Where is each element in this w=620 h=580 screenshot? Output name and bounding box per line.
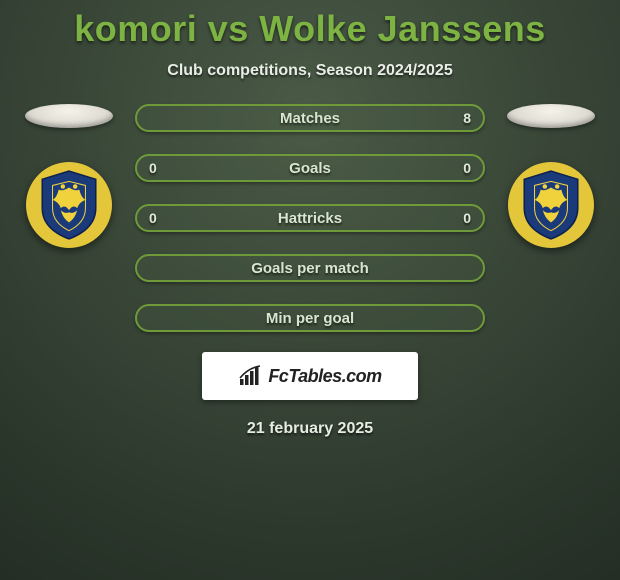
club-badge-left — [26, 162, 112, 248]
stat-value-left: 0 — [149, 160, 157, 176]
stat-value-right: 8 — [463, 110, 471, 126]
stat-value-left: 0 — [149, 210, 157, 226]
stat-row-goals: 0 Goals 0 — [135, 154, 485, 182]
logo-text: FcTables.com — [268, 366, 381, 387]
date-text: 21 february 2025 — [0, 420, 620, 438]
stat-label: Goals — [289, 160, 331, 177]
stat-row-min-per-goal: Min per goal — [135, 304, 485, 332]
stat-row-goals-per-match: Goals per match — [135, 254, 485, 282]
bar-chart-icon — [238, 365, 264, 387]
page-title: komori vs Wolke Janssens — [0, 0, 620, 50]
stat-value-right: 0 — [463, 160, 471, 176]
stat-value-right: 0 — [463, 210, 471, 226]
shield-eagle-icon — [38, 169, 100, 241]
player-head-right-icon — [507, 104, 595, 128]
stat-label: Min per goal — [266, 310, 354, 327]
right-player-column — [501, 104, 601, 248]
page-subtitle: Club competitions, Season 2024/2025 — [0, 62, 620, 80]
stat-row-matches: Matches 8 — [135, 104, 485, 132]
left-player-column — [19, 104, 119, 248]
stat-label: Matches — [280, 110, 340, 127]
main-row: Matches 8 0 Goals 0 0 Hattricks 0 Goals … — [0, 104, 620, 332]
stat-label: Goals per match — [251, 260, 369, 277]
player-head-left-icon — [25, 104, 113, 128]
stat-label: Hattricks — [278, 210, 342, 227]
stats-column: Matches 8 0 Goals 0 0 Hattricks 0 Goals … — [135, 104, 485, 332]
content-wrapper: komori vs Wolke Janssens Club competitio… — [0, 0, 620, 438]
stat-row-hattricks: 0 Hattricks 0 — [135, 204, 485, 232]
shield-eagle-icon — [520, 169, 582, 241]
fctables-logo[interactable]: FcTables.com — [202, 352, 418, 400]
club-badge-right — [508, 162, 594, 248]
